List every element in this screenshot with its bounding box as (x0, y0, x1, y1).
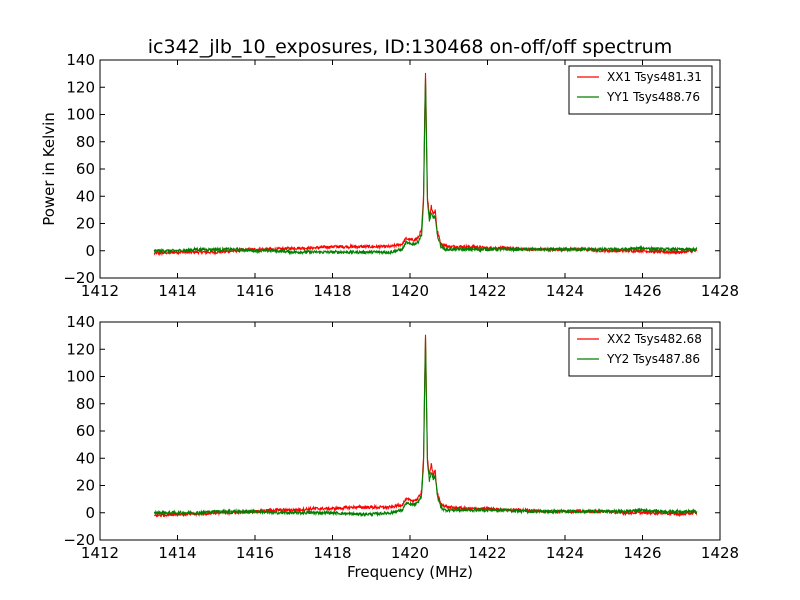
y-tick-label: 40 (76, 449, 95, 467)
y-tick-label: −20 (63, 531, 95, 549)
y-tick-label: 40 (76, 187, 95, 205)
y-tick-label: 60 (76, 422, 95, 440)
x-tick-label: 1412 (81, 544, 119, 562)
y-axis-label: Power in Kelvin (40, 112, 58, 226)
y-tick-label: 80 (76, 133, 95, 151)
figure-title: ic342_jlb_10_exposures, ID:130468 on-off… (148, 36, 672, 58)
x-tick-label: 1422 (468, 544, 506, 562)
legend-box (568, 65, 713, 115)
x-tick-label: 1418 (313, 282, 351, 300)
legend-box (568, 327, 713, 377)
legend-1: XX1 Tsys481.31 YY1 Tsys488.76 (568, 65, 713, 115)
y-tick-label: 120 (66, 340, 95, 358)
y-tick-label: 20 (76, 215, 95, 233)
y-tick-label: 80 (76, 395, 95, 413)
x-tick-label: 1418 (313, 544, 351, 562)
y-tick-label: 100 (66, 368, 95, 386)
x-tick-label: 1428 (701, 282, 739, 300)
legend-entry: XX1 Tsys481.31 (607, 70, 702, 84)
y-tick-label: 60 (76, 160, 95, 178)
x-tick-label: 1414 (158, 282, 196, 300)
series-line-1-2 (153, 78, 698, 256)
x-tick-label: 1424 (546, 282, 584, 300)
y-tick-label: 0 (85, 504, 95, 522)
x-tick-label: 1422 (468, 282, 506, 300)
subplot-1: 1412 1414 1416 1418 1420 1422 1424 1426 1428 −20 0… (40, 51, 739, 300)
x-tick-label: 1420 (391, 282, 429, 300)
y-tick-label: 100 (66, 106, 95, 124)
x-tick-label: 1412 (81, 282, 119, 300)
x-tick-label: 1414 (158, 544, 196, 562)
legend-2: XX2 Tsys482.68 YY2 Tsys487.86 (568, 327, 713, 377)
y-tick-label: 120 (66, 78, 95, 96)
x-tick-label: 1428 (701, 544, 739, 562)
legend-entry: YY2 Tsys487.86 (606, 352, 700, 366)
legend-entry: YY1 Tsys488.76 (606, 90, 700, 104)
x-tick-label: 1424 (546, 544, 584, 562)
y-tick-label: −20 (63, 269, 95, 287)
x-tick-label: 1416 (236, 282, 274, 300)
y-tick-label: 0 (85, 242, 95, 260)
x-tick-label: 1416 (236, 544, 274, 562)
y-tick-label: 140 (66, 51, 95, 69)
x-tick-label: 1426 (623, 282, 661, 300)
legend-entry: XX2 Tsys482.68 (607, 332, 702, 346)
plots-container: 1412 1414 1416 1418 1420 1422 1424 1426 1428 −20 0… (40, 51, 739, 581)
y-tick-label: 140 (66, 313, 95, 331)
x-axis-label: Frequency (MHz) (347, 563, 473, 581)
x-tick-label: 1426 (623, 544, 661, 562)
subplot-2: 1412 1414 1416 1418 1420 1422 1424 1426 1428 −20 0… (63, 313, 739, 581)
series-line-2-2 (153, 337, 698, 518)
x-tick-label: 1420 (391, 544, 429, 562)
y-tick-label: 20 (76, 477, 95, 495)
